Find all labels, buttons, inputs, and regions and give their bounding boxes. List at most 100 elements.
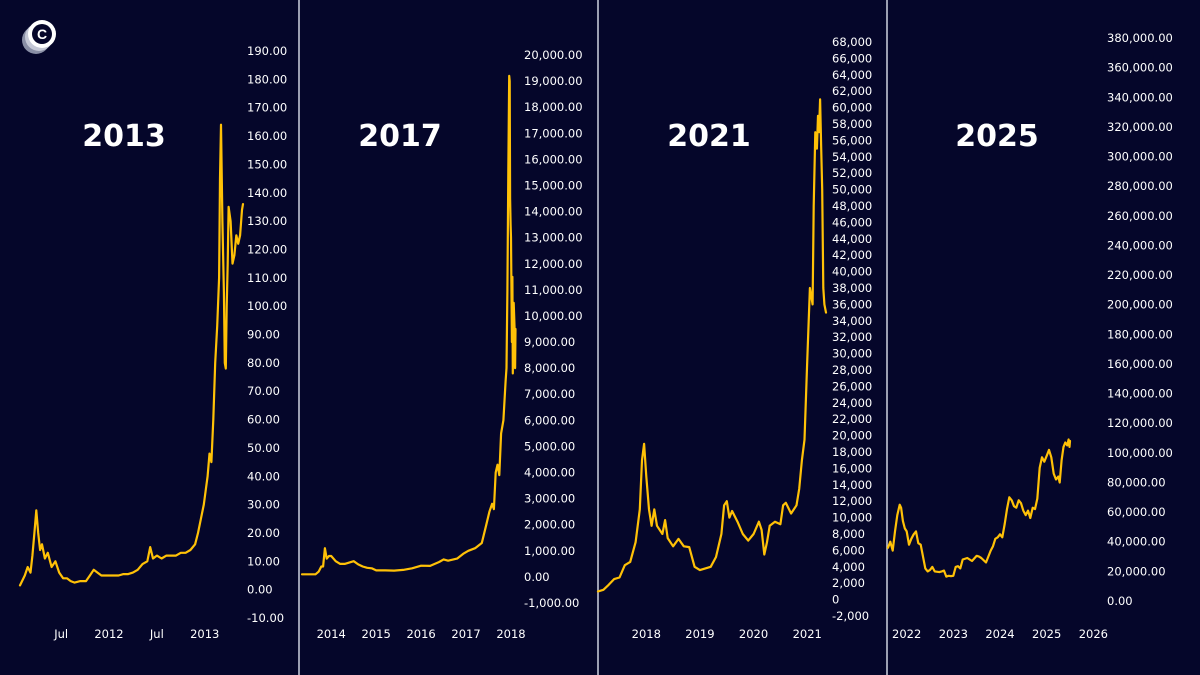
y-tick-label: 50.00: [247, 441, 280, 455]
y-tick-label: 4,000.00: [524, 466, 575, 480]
panel-title-2025: 2025: [955, 119, 1039, 154]
y-tick-label: 11,000.00: [524, 283, 583, 297]
y-tick-label: 58,000: [832, 117, 872, 131]
y-tick-label: 8,000.00: [524, 361, 575, 375]
y-tick-label: 0: [832, 593, 839, 607]
y-tick-label: 140.00: [247, 186, 287, 200]
x-tick-label: Jul: [149, 627, 164, 641]
y-tick-label: 10,000.00: [524, 309, 583, 323]
y-tick-label: 38,000: [832, 281, 872, 295]
y-tick-label: 32,000: [832, 330, 872, 344]
y-tick-label: 52,000: [832, 166, 872, 180]
logo-ring: [32, 24, 52, 44]
x-tick-label: 2018: [632, 627, 661, 641]
x-tick-label: 2022: [892, 627, 921, 641]
y-tick-label: 20,000.00: [1107, 564, 1166, 578]
y-tick-label: 240,000.00: [1107, 238, 1173, 252]
price-line-2017: [300, 74, 517, 576]
y-tick-label: 6,000: [832, 543, 865, 557]
y-tick-label: 160,000.00: [1107, 357, 1173, 371]
y-tick-label: 40,000: [832, 265, 872, 279]
panel-title-2021: 2021: [667, 119, 751, 154]
y-tick-label: 13,000.00: [524, 231, 583, 245]
y-tick-label: 6,000.00: [524, 413, 575, 427]
y-tick-label: 110.00: [247, 271, 287, 285]
y-tick-label: 18,000.00: [524, 100, 583, 114]
y-tick-label: 62,000: [832, 84, 872, 98]
y-tick-label: 54,000: [832, 150, 872, 164]
y-tick-label: 160.00: [247, 129, 287, 143]
y-tick-label: 180,000.00: [1107, 327, 1173, 341]
y-tick-label: 22,000: [832, 412, 872, 426]
y-tick-label: 16,000: [832, 461, 872, 475]
y-tick-label: 60,000.00: [1107, 505, 1166, 519]
x-tick-label: 2026: [1079, 627, 1108, 641]
y-tick-label: 220,000.00: [1107, 268, 1173, 282]
y-tick-label: 0.00: [1107, 594, 1133, 608]
price-line-2013: [18, 123, 245, 587]
x-tick-label: 2019: [685, 627, 714, 641]
y-tick-label: 1,000.00: [524, 544, 575, 558]
y-tick-label: 50,000: [832, 183, 872, 197]
y-tick-label: 150.00: [247, 157, 287, 171]
y-tick-label: 44,000: [832, 232, 872, 246]
y-tick-label: 40.00: [247, 469, 280, 483]
y-tick-label: 120,000.00: [1107, 416, 1173, 430]
x-tick-label: Jul: [53, 627, 68, 641]
coinpedia-logo-icon: C: [22, 18, 62, 58]
y-tick-label: 48,000: [832, 199, 872, 213]
y-tick-label: 170.00: [247, 101, 287, 115]
y-tick-label: 7,000.00: [524, 387, 575, 401]
x-tick-label: 2016: [406, 627, 435, 641]
x-tick-label: 2023: [939, 627, 968, 641]
x-tick-label: 2017: [451, 627, 480, 641]
y-tick-label: 56,000: [832, 133, 872, 147]
y-tick-label: 34,000: [832, 314, 872, 328]
y-tick-label: 90.00: [247, 328, 280, 342]
y-tick-label: 3,000.00: [524, 492, 575, 506]
y-tick-label: 300,000.00: [1107, 150, 1173, 164]
x-tick-label: 2020: [739, 627, 768, 641]
y-tick-label: 70.00: [247, 384, 280, 398]
y-tick-label: 190.00: [247, 44, 287, 58]
price-line-2025: [886, 438, 1072, 578]
x-tick-label: 2018: [496, 627, 525, 641]
y-tick-label: 2,000.00: [524, 518, 575, 532]
logo-letter: C: [37, 26, 47, 42]
y-tick-label: 130.00: [247, 214, 287, 228]
panel-title-2017: 2017: [358, 119, 442, 154]
y-tick-label: 68,000: [832, 35, 872, 49]
y-tick-label: 16,000.00: [524, 152, 583, 166]
x-tick-label: 2024: [985, 627, 1014, 641]
x-tick-label: 2012: [94, 627, 123, 641]
y-tick-label: 30,000: [832, 347, 872, 361]
y-tick-label: -10.00: [247, 611, 284, 625]
y-tick-label: 14,000: [832, 478, 872, 492]
y-tick-label: 14,000.00: [524, 205, 583, 219]
y-tick-label: 19,000.00: [524, 74, 583, 88]
x-tick-label: 2021: [793, 627, 822, 641]
y-tick-label: -1,000.00: [524, 596, 579, 610]
y-tick-label: 200,000.00: [1107, 298, 1173, 312]
y-tick-label: 60.00: [247, 413, 280, 427]
y-tick-label: 360,000.00: [1107, 61, 1173, 75]
y-tick-label: 10.00: [247, 554, 280, 568]
y-tick-label: 64,000: [832, 68, 872, 82]
y-tick-label: 30.00: [247, 498, 280, 512]
y-tick-label: 17,000.00: [524, 126, 583, 140]
price-line-2021: [596, 98, 828, 593]
y-tick-label: 66,000: [832, 51, 872, 65]
y-tick-label: 2,000: [832, 576, 865, 590]
y-tick-label: 36,000: [832, 297, 872, 311]
y-tick-label: 80,000.00: [1107, 475, 1166, 489]
y-tick-label: 0.00: [524, 570, 550, 584]
y-tick-label: -2,000: [832, 609, 869, 623]
y-tick-label: 20,000: [832, 429, 872, 443]
x-tick-label: 2025: [1032, 627, 1061, 641]
y-tick-label: 40,000.00: [1107, 535, 1166, 549]
y-tick-label: 12,000: [832, 494, 872, 508]
y-tick-label: 280,000.00: [1107, 179, 1173, 193]
y-tick-label: 320,000.00: [1107, 120, 1173, 134]
y-tick-label: 26,000: [832, 379, 872, 393]
